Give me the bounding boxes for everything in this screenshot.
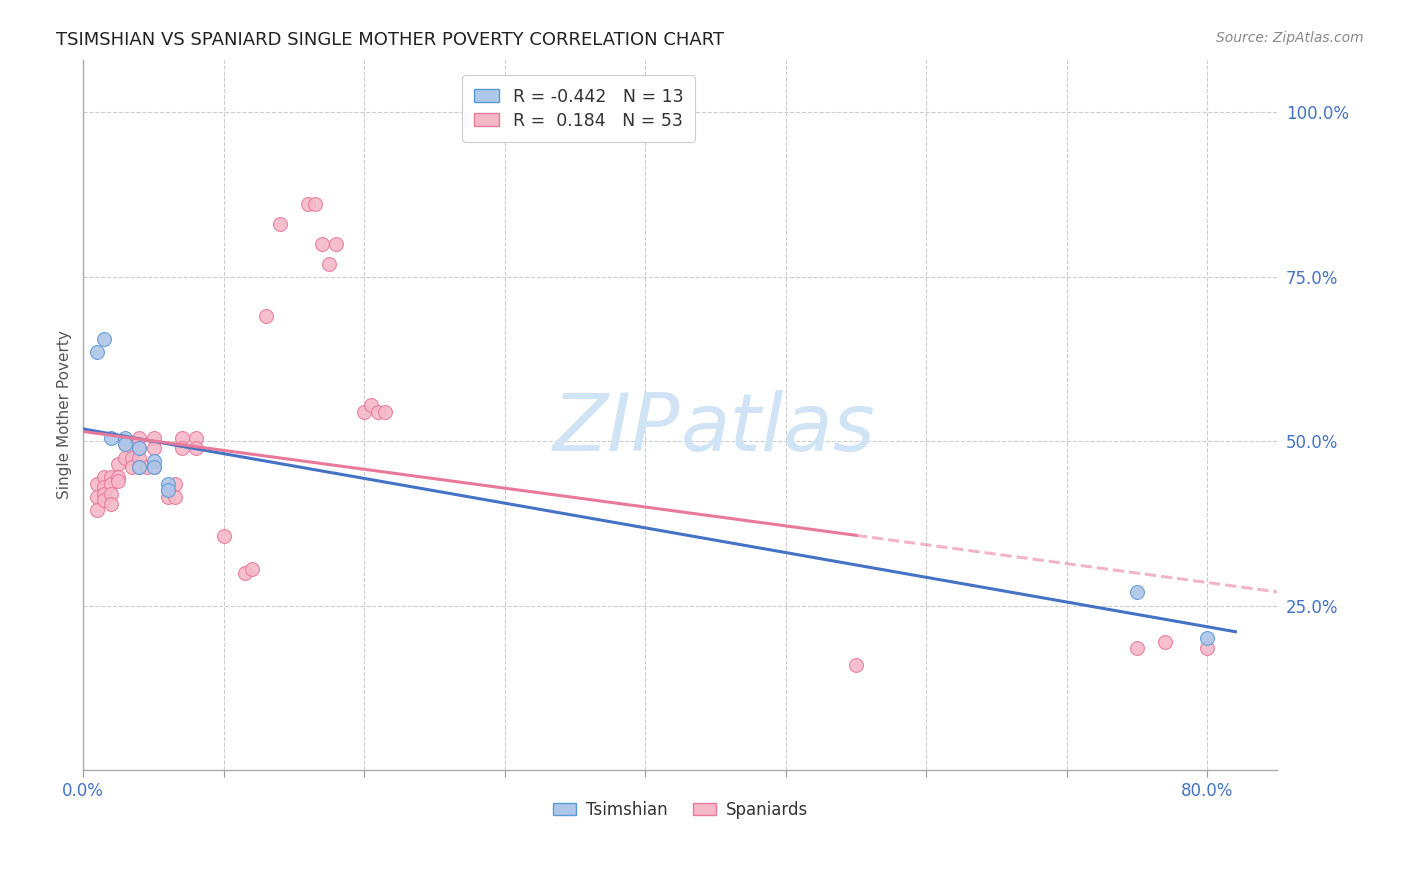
Point	[100, 476, 122, 491]
Point	[128, 431, 150, 445]
Point	[93, 493, 115, 508]
Point	[121, 450, 143, 465]
Point	[142, 460, 165, 475]
Point	[142, 454, 165, 468]
Point	[1197, 641, 1219, 656]
Point	[254, 309, 277, 323]
Point	[128, 460, 150, 475]
Text: Source: ZipAtlas.com: Source: ZipAtlas.com	[1216, 31, 1364, 45]
Point	[107, 474, 129, 488]
Point	[135, 460, 157, 475]
Point	[142, 441, 165, 455]
Point	[156, 476, 179, 491]
Point	[212, 529, 235, 543]
Point	[269, 217, 291, 231]
Point	[170, 431, 193, 445]
Point	[100, 431, 122, 445]
Point	[114, 437, 136, 451]
Point	[1154, 634, 1177, 648]
Point	[86, 345, 108, 359]
Point	[114, 431, 136, 445]
Point	[297, 197, 319, 211]
Point	[170, 441, 193, 455]
Point	[360, 398, 382, 412]
Point	[100, 497, 122, 511]
Point	[156, 483, 179, 498]
Point	[107, 457, 129, 471]
Point	[93, 470, 115, 484]
Point	[93, 480, 115, 494]
Point	[128, 441, 150, 455]
Point	[311, 236, 333, 251]
Point	[240, 562, 263, 576]
Point	[114, 437, 136, 451]
Point	[114, 450, 136, 465]
Point	[93, 487, 115, 501]
Point	[318, 256, 340, 270]
Legend: Tsimshian, Spaniards: Tsimshian, Spaniards	[546, 794, 815, 826]
Point	[163, 490, 186, 504]
Point	[128, 460, 150, 475]
Point	[93, 332, 115, 346]
Point	[304, 197, 326, 211]
Point	[100, 487, 122, 501]
Point	[184, 441, 207, 455]
Text: TSIMSHIAN VS SPANIARD SINGLE MOTHER POVERTY CORRELATION CHART: TSIMSHIAN VS SPANIARD SINGLE MOTHER POVE…	[56, 31, 724, 49]
Point	[100, 470, 122, 484]
Point	[374, 404, 396, 418]
Point	[142, 431, 165, 445]
Point	[1197, 632, 1219, 646]
Point	[128, 441, 150, 455]
Point	[1126, 585, 1149, 599]
Point	[142, 460, 165, 475]
Point	[367, 404, 389, 418]
Point	[1126, 641, 1149, 656]
Point	[845, 657, 868, 672]
Point	[86, 490, 108, 504]
Point	[121, 460, 143, 475]
Point	[128, 450, 150, 465]
Point	[107, 470, 129, 484]
Point	[156, 490, 179, 504]
Point	[86, 503, 108, 517]
Point	[156, 483, 179, 498]
Y-axis label: Single Mother Poverty: Single Mother Poverty	[58, 330, 72, 500]
Point	[86, 476, 108, 491]
Point	[325, 236, 347, 251]
Text: atlas: atlas	[681, 390, 875, 468]
Text: ZIP: ZIP	[553, 390, 681, 468]
Point	[233, 566, 256, 580]
Point	[184, 431, 207, 445]
Point	[121, 437, 143, 451]
Point	[353, 404, 375, 418]
Point	[163, 476, 186, 491]
